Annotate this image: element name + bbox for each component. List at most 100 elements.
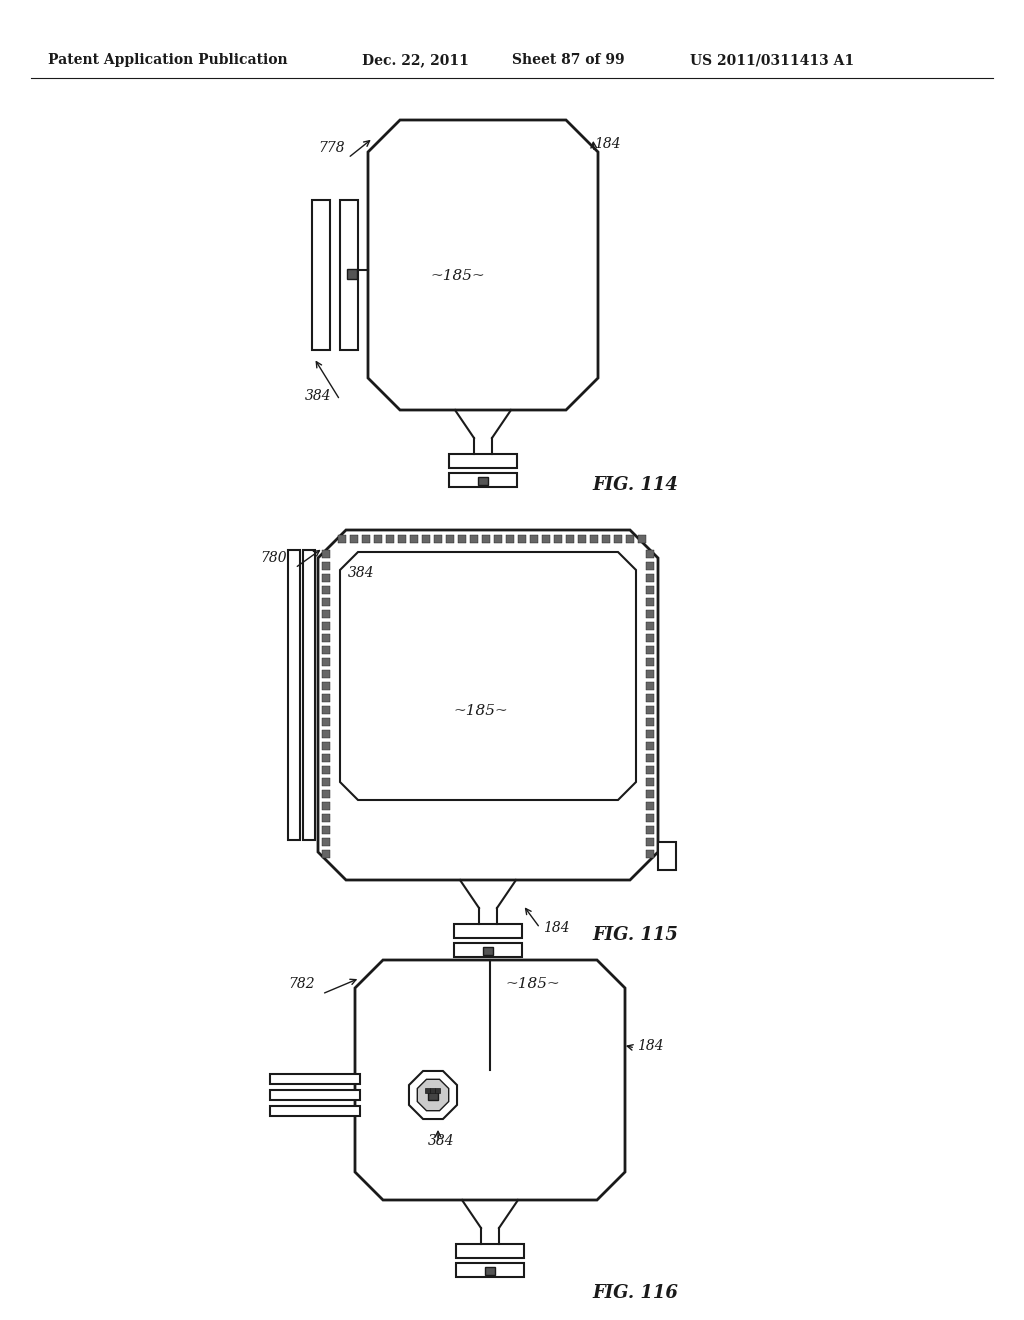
Text: 384: 384 <box>305 389 332 403</box>
Bar <box>646 671 654 678</box>
Bar <box>322 706 330 714</box>
Bar <box>554 535 562 543</box>
Bar <box>590 535 598 543</box>
Bar <box>374 535 382 543</box>
Bar <box>322 814 330 822</box>
Bar <box>322 789 330 799</box>
Text: FIG. 116: FIG. 116 <box>592 1284 678 1302</box>
Bar <box>386 535 394 543</box>
Bar <box>322 550 330 558</box>
Bar <box>494 535 502 543</box>
Bar <box>446 535 454 543</box>
Bar <box>347 269 357 279</box>
Bar <box>646 610 654 618</box>
Text: ~185~: ~185~ <box>505 977 560 991</box>
Bar <box>646 754 654 762</box>
Bar <box>646 657 654 667</box>
Bar <box>646 789 654 799</box>
Text: 778: 778 <box>318 141 345 154</box>
Bar <box>506 535 514 543</box>
Bar <box>422 535 430 543</box>
Bar <box>646 586 654 594</box>
Bar <box>530 535 538 543</box>
Bar <box>454 924 522 939</box>
Bar <box>338 535 346 543</box>
Bar <box>322 671 330 678</box>
Bar <box>362 535 370 543</box>
Bar <box>658 842 676 870</box>
Bar <box>312 201 330 350</box>
Bar <box>456 1263 524 1276</box>
Bar <box>646 766 654 774</box>
Bar <box>425 1088 430 1093</box>
Bar <box>322 730 330 738</box>
Bar <box>322 766 330 774</box>
Bar <box>646 562 654 570</box>
Bar <box>646 574 654 582</box>
Bar <box>646 622 654 630</box>
Bar <box>322 777 330 785</box>
Bar <box>626 535 634 543</box>
Bar <box>322 622 330 630</box>
Bar <box>485 1267 495 1275</box>
Bar <box>322 754 330 762</box>
Bar <box>270 1090 360 1100</box>
Bar <box>566 535 574 543</box>
Bar <box>646 777 654 785</box>
Bar <box>322 742 330 750</box>
Text: Dec. 22, 2011: Dec. 22, 2011 <box>362 53 469 67</box>
Bar <box>646 550 654 558</box>
Bar <box>322 586 330 594</box>
Bar <box>646 682 654 690</box>
Bar <box>288 550 300 840</box>
Bar <box>449 454 517 469</box>
Bar <box>322 598 330 606</box>
Bar <box>458 535 466 543</box>
Bar <box>646 850 654 858</box>
Bar <box>614 535 622 543</box>
Bar <box>398 535 406 543</box>
Text: Sheet 87 of 99: Sheet 87 of 99 <box>512 53 625 67</box>
Bar <box>322 850 330 858</box>
Bar <box>322 694 330 702</box>
Text: US 2011/0311413 A1: US 2011/0311413 A1 <box>690 53 854 67</box>
Bar <box>518 535 526 543</box>
Bar <box>646 826 654 834</box>
Text: 384: 384 <box>348 566 375 579</box>
Bar <box>646 645 654 653</box>
Bar <box>322 657 330 667</box>
Bar <box>435 1088 440 1093</box>
Bar <box>428 1090 438 1100</box>
Text: Patent Application Publication: Patent Application Publication <box>48 53 288 67</box>
Bar <box>322 562 330 570</box>
Bar <box>322 803 330 810</box>
Text: 184: 184 <box>594 137 621 150</box>
Text: 782: 782 <box>288 977 314 991</box>
Bar <box>578 535 586 543</box>
Bar <box>646 742 654 750</box>
Bar <box>456 1243 524 1258</box>
Bar <box>542 535 550 543</box>
Polygon shape <box>418 1080 449 1110</box>
Bar <box>470 535 478 543</box>
Bar <box>430 1088 435 1093</box>
Bar <box>602 535 610 543</box>
Text: 184: 184 <box>637 1039 664 1053</box>
Text: 384: 384 <box>428 1134 455 1148</box>
Bar <box>646 803 654 810</box>
Bar <box>646 814 654 822</box>
Bar <box>646 598 654 606</box>
Text: 184: 184 <box>543 921 569 935</box>
Text: 780: 780 <box>260 550 287 565</box>
Bar <box>322 718 330 726</box>
Bar <box>270 1106 360 1115</box>
Bar <box>322 826 330 834</box>
Bar <box>303 550 315 840</box>
Bar <box>270 1074 360 1084</box>
Bar <box>322 574 330 582</box>
Bar <box>478 477 488 484</box>
Bar <box>646 718 654 726</box>
Text: FIG. 115: FIG. 115 <box>592 927 678 944</box>
Bar <box>410 535 418 543</box>
Bar <box>646 694 654 702</box>
